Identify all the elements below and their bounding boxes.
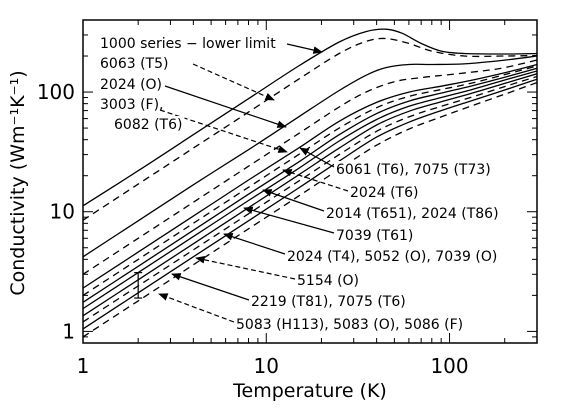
annotation-arrow (299, 147, 335, 168)
annotation-label: 2024 (T4), 5052 (O), 7039 (O) (287, 249, 497, 265)
series-line-2 (83, 55, 537, 258)
annotation-background (285, 248, 500, 265)
y-tick-label: 1 (62, 319, 75, 343)
annotation-label: 6082 (T6) (114, 117, 182, 133)
annotations: 1000 series − lower limit 6063 (T5) 2024 (… (98, 35, 501, 333)
annotation-background (295, 272, 361, 289)
series-line-1 (83, 37, 537, 221)
series-line-7 (83, 70, 537, 310)
annotation-label: 2024 (O) (100, 77, 162, 93)
x-tick-label: 10 (254, 354, 279, 378)
annotation-label: 6063 (T5) (100, 56, 168, 72)
series-line-0 (83, 28, 537, 207)
annotation-label: 3003 (F), (100, 97, 164, 113)
annotation-background (324, 205, 501, 222)
annotation-label: 1000 series − lower limit (100, 36, 276, 52)
plot-frame (82, 19, 538, 344)
x-axis-title: Temperature (K) (232, 380, 387, 402)
annotation-arrow (223, 233, 286, 255)
series-line-6 (83, 67, 537, 303)
annotation-arrow (158, 293, 235, 323)
series-line-9 (83, 75, 537, 323)
series-line-4 (83, 63, 537, 289)
annotation-background (249, 293, 408, 310)
annotation-background (98, 76, 164, 93)
annotation-label: 2219 (T81), 7075 (T6) (251, 294, 406, 310)
annotation-label: 2014 (T651), 2024 (T86) (326, 206, 499, 222)
annotation-background (98, 35, 278, 52)
annotation-arrow (159, 109, 288, 153)
annotation-label: 5083 (H113), 5083 (O), 5086 (F) (236, 317, 463, 333)
annotation-arrow (282, 169, 349, 192)
annotation-background (234, 316, 466, 333)
annotation-arrow (164, 85, 287, 128)
annotation-background (334, 227, 416, 244)
annotation-arrow (195, 256, 296, 280)
annotation-background (334, 161, 493, 178)
x-tick-label: 100 (430, 354, 468, 378)
axis-ticks: 1 10 100 1 10 100 (37, 19, 538, 378)
x-tick-label: 1 (77, 354, 90, 378)
annotation-background (98, 96, 166, 113)
error-bar (134, 271, 143, 299)
y-tick-label: 100 (37, 80, 75, 104)
annotation-background (98, 55, 171, 72)
series-line-5 (83, 65, 537, 296)
annotation-arrow (171, 273, 250, 301)
annotation-label: 7039 (T61) (336, 228, 413, 244)
series-line-8 (83, 73, 537, 317)
annotation-arrow (262, 189, 325, 212)
annotation-arrow (286, 43, 323, 54)
annotation-label: 2024 (T6) (350, 185, 418, 201)
annotation-arrow (192, 63, 275, 101)
y-axis-title: Conductivity (Wm⁻¹K⁻¹) (7, 70, 29, 295)
y-tick-label: 10 (50, 200, 75, 224)
annotation-arrow (243, 206, 335, 234)
series-lines (83, 28, 537, 338)
annotation-label: 6061 (T6), 7075 (T73) (336, 162, 491, 178)
annotation-background (112, 116, 185, 133)
annotation-label: 5154 (O) (297, 273, 359, 289)
annotation-background (348, 184, 421, 201)
series-line-10 (83, 78, 537, 330)
